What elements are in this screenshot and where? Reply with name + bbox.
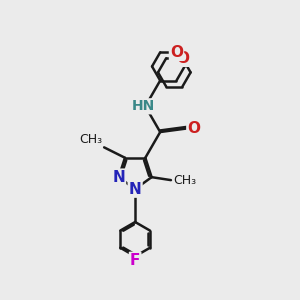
- Text: O: O: [170, 45, 183, 60]
- Text: O: O: [188, 121, 200, 136]
- Text: HN: HN: [132, 99, 155, 113]
- Text: O: O: [176, 51, 189, 66]
- Text: N: N: [112, 170, 125, 185]
- Text: N: N: [129, 182, 142, 196]
- Text: CH₃: CH₃: [173, 174, 196, 187]
- Text: F: F: [130, 253, 140, 268]
- Text: CH₃: CH₃: [79, 134, 102, 146]
